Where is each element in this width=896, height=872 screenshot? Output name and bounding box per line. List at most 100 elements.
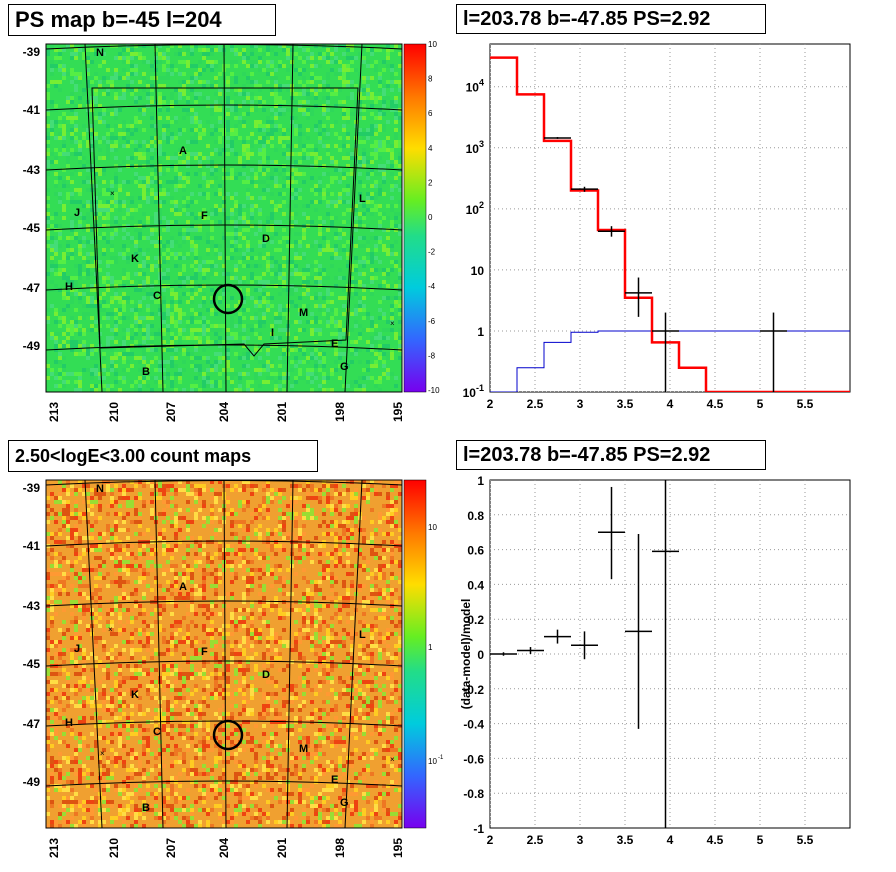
map-pixel xyxy=(134,272,138,276)
map-pixel xyxy=(210,296,214,300)
map-pixel xyxy=(302,608,306,612)
map-pixel xyxy=(170,564,174,568)
map-pixel xyxy=(234,240,238,244)
map-pixel xyxy=(214,384,218,388)
map-pixel xyxy=(366,176,370,180)
map-pixel xyxy=(350,572,354,576)
map-pixel xyxy=(382,92,386,96)
map-pixel xyxy=(370,324,374,328)
map-pixel xyxy=(266,52,270,56)
map-pixel xyxy=(330,596,334,600)
map-pixel xyxy=(214,528,218,532)
map-pixel xyxy=(166,484,170,488)
map-pixel xyxy=(190,608,194,612)
map-pixel xyxy=(182,516,186,520)
map-pixel xyxy=(62,292,66,296)
map-pixel xyxy=(98,168,102,172)
map-pixel xyxy=(262,172,266,176)
map-pixel xyxy=(334,492,338,496)
map-pixel xyxy=(182,84,186,88)
map-pixel xyxy=(330,316,334,320)
count-map-pixels xyxy=(46,480,402,828)
map-pixel xyxy=(114,172,118,176)
map-pixel xyxy=(338,296,342,300)
map-pixel xyxy=(346,132,350,136)
map-pixel xyxy=(114,260,118,264)
map-pixel xyxy=(126,328,130,332)
map-pixel xyxy=(166,324,170,328)
map-pixel xyxy=(366,64,370,68)
map-pixel xyxy=(394,72,398,76)
map-pixel xyxy=(202,272,206,276)
map-pixel xyxy=(90,240,94,244)
map-pixel xyxy=(278,192,282,196)
map-pixel xyxy=(326,276,330,280)
map-pixel xyxy=(338,376,342,380)
map-pixel xyxy=(362,264,366,268)
map-pixel xyxy=(190,52,194,56)
map-pixel xyxy=(314,240,318,244)
map-pixel xyxy=(102,232,106,236)
map-pixel xyxy=(78,620,82,624)
map-pixel xyxy=(150,324,154,328)
map-pixel xyxy=(366,156,370,160)
map-pixel xyxy=(398,64,402,68)
map-pixel xyxy=(258,512,262,516)
map-pixel xyxy=(106,512,110,516)
map-pixel xyxy=(374,584,378,588)
map-pixel xyxy=(274,124,278,128)
map-pixel xyxy=(262,160,266,164)
map-pixel xyxy=(306,508,310,512)
map-pixel xyxy=(122,244,126,248)
map-pixel xyxy=(194,132,198,136)
map-pixel xyxy=(378,88,382,92)
map-pixel xyxy=(242,340,246,344)
map-pixel xyxy=(266,44,270,48)
map-pixel xyxy=(294,152,298,156)
map-pixel xyxy=(146,304,150,308)
map-pixel xyxy=(186,480,190,484)
map-pixel xyxy=(186,112,190,116)
map-pixel xyxy=(106,304,110,308)
map-pixel xyxy=(210,288,214,292)
map-pixel xyxy=(342,156,346,160)
map-pixel xyxy=(334,488,338,492)
map-pixel xyxy=(378,124,382,128)
map-pixel xyxy=(210,272,214,276)
map-pixel xyxy=(386,504,390,508)
map-pixel xyxy=(78,96,82,100)
map-pixel xyxy=(366,600,370,604)
map-pixel xyxy=(234,236,238,240)
map-pixel xyxy=(122,580,126,584)
map-pixel xyxy=(334,524,338,528)
map-pixel xyxy=(146,368,150,372)
map-pixel xyxy=(114,308,118,312)
map-pixel xyxy=(234,620,238,624)
map-pixel xyxy=(126,504,130,508)
map-pixel xyxy=(386,48,390,52)
map-pixel xyxy=(362,612,366,616)
map-pixel xyxy=(266,184,270,188)
map-pixel xyxy=(358,52,362,56)
map-pixel xyxy=(58,564,62,568)
map-pixel xyxy=(306,60,310,64)
map-pixel xyxy=(306,496,310,500)
map-pixel xyxy=(250,492,254,496)
map-pixel xyxy=(250,212,254,216)
map-pixel xyxy=(146,148,150,152)
map-pixel xyxy=(106,288,110,292)
map-pixel xyxy=(74,576,78,580)
map-pixel xyxy=(278,544,282,548)
map-pixel xyxy=(114,72,118,76)
map-pixel xyxy=(286,512,290,516)
map-pixel xyxy=(86,328,90,332)
map-pixel xyxy=(266,124,270,128)
map-pixel xyxy=(186,180,190,184)
map-pixel xyxy=(94,348,98,352)
map-pixel xyxy=(114,528,118,532)
map-pixel xyxy=(334,332,338,336)
map-pixel xyxy=(118,168,122,172)
map-pixel xyxy=(314,96,318,100)
map-pixel xyxy=(190,596,194,600)
